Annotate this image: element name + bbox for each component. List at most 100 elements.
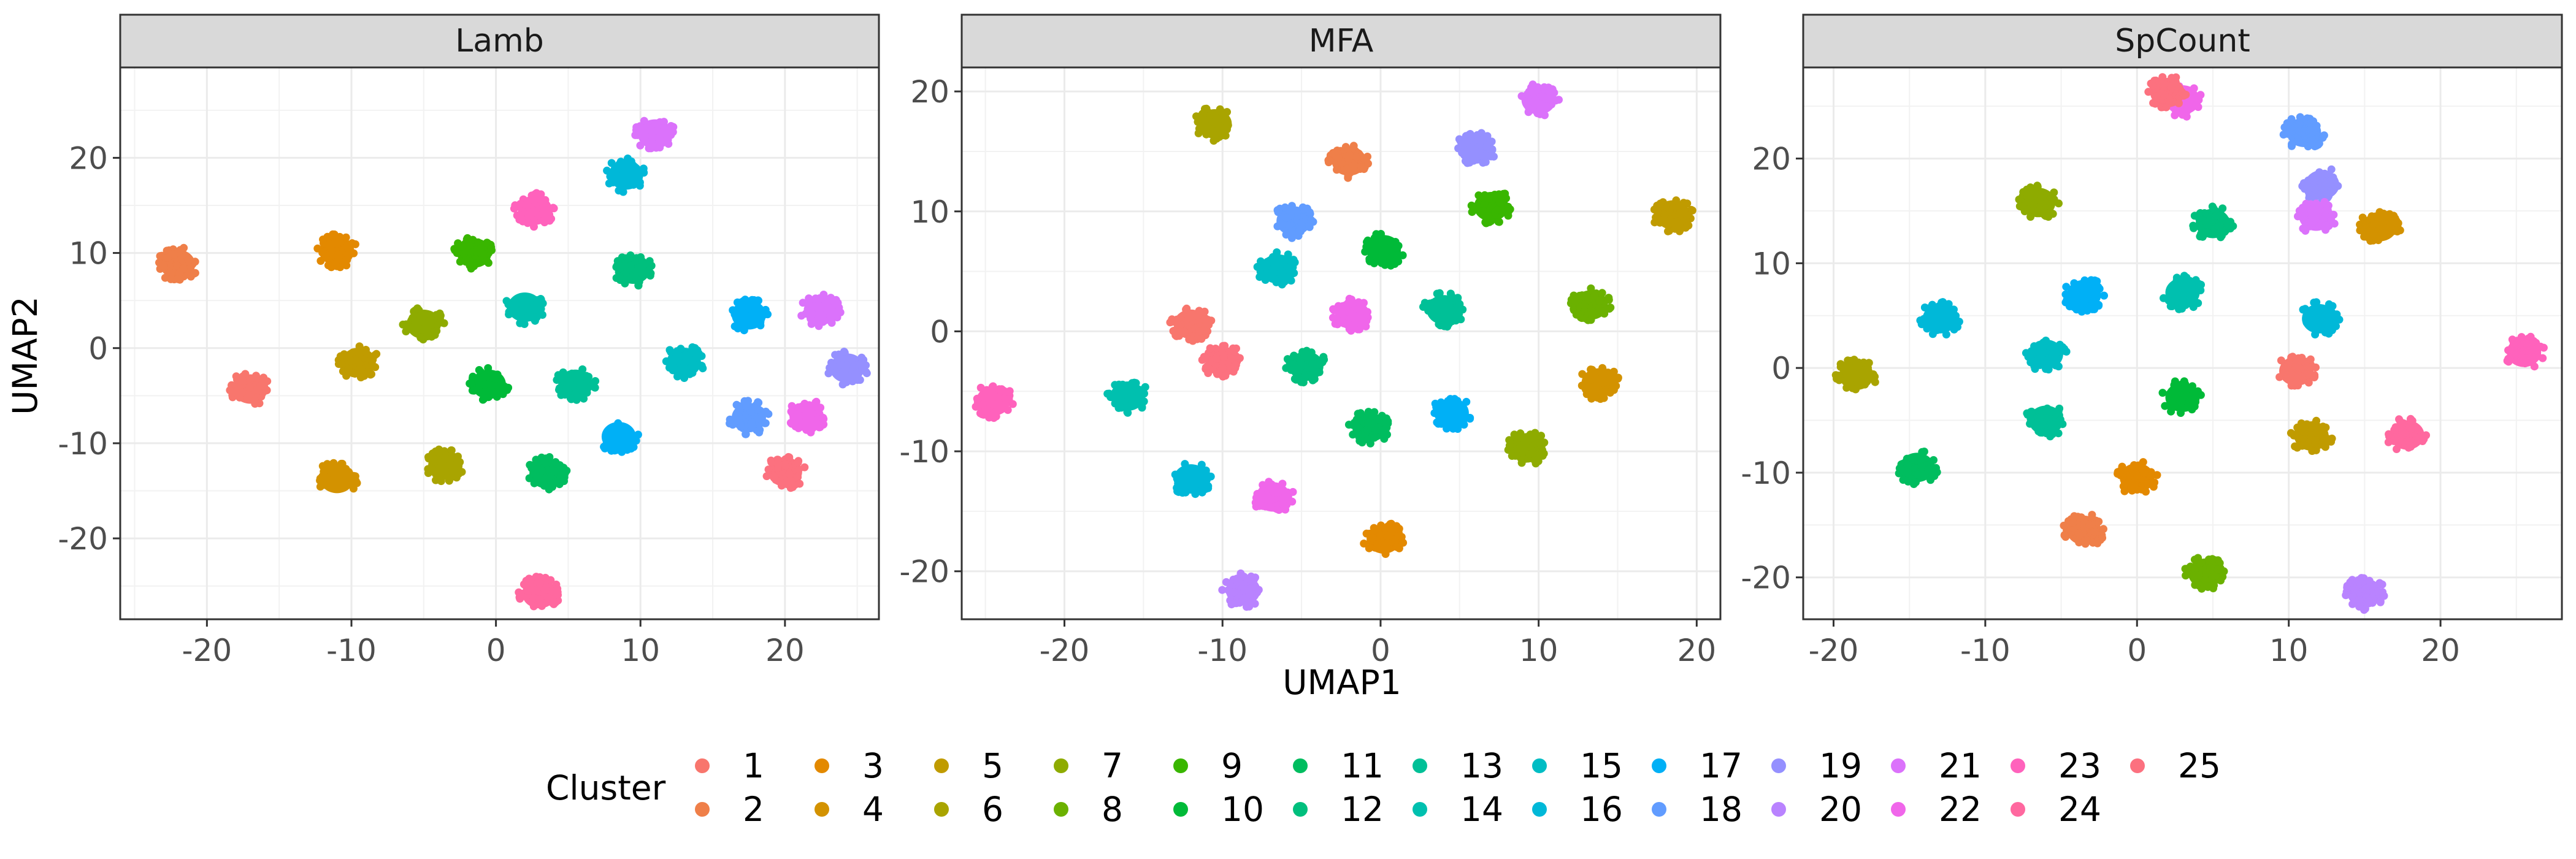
point (2308, 447, 2317, 455)
point (329, 470, 338, 479)
point (1530, 97, 1539, 105)
point (2218, 231, 2226, 240)
point (2169, 388, 2177, 397)
legend-item-20: 20 (1771, 790, 1862, 829)
point (1282, 213, 1290, 222)
point (2160, 80, 2168, 88)
point (820, 316, 829, 325)
cluster-14-points (1103, 378, 1149, 417)
point (1276, 484, 1285, 492)
point (2304, 142, 2312, 151)
y-tick-label: -20 (1741, 560, 1791, 596)
point (1344, 172, 1352, 181)
point (174, 275, 182, 283)
point (1284, 250, 1292, 259)
point (1365, 256, 1374, 265)
point (2076, 293, 2084, 302)
point (1259, 481, 1267, 489)
point (1942, 330, 1950, 338)
legend-label: 2 (743, 790, 764, 829)
point (252, 372, 260, 380)
point (2393, 445, 2401, 453)
point (1285, 221, 1293, 230)
point (1232, 361, 1240, 369)
legend-item-4: 4 (815, 790, 884, 829)
point (578, 365, 587, 373)
point (2539, 343, 2548, 352)
point (1116, 397, 1124, 405)
point (1482, 219, 1491, 227)
point (477, 244, 485, 253)
point (2161, 402, 2169, 410)
point (545, 210, 554, 219)
point (753, 405, 761, 414)
point (1852, 385, 1860, 394)
point (1218, 131, 1227, 140)
point (1600, 394, 1608, 402)
point (529, 602, 538, 611)
point (2310, 372, 2319, 381)
point (2116, 468, 2125, 477)
point (1219, 342, 1227, 350)
point (630, 162, 638, 170)
point (2294, 357, 2302, 365)
point (1282, 231, 1290, 239)
point (862, 369, 871, 378)
point (2030, 348, 2038, 357)
point (342, 261, 351, 270)
legend-label: 1 (743, 746, 764, 785)
legend-key (1891, 802, 1906, 817)
point (2041, 428, 2049, 436)
point (316, 257, 325, 265)
point (848, 355, 856, 364)
point (2198, 584, 2206, 593)
point (1377, 521, 1386, 530)
point (540, 203, 548, 212)
point (2330, 220, 2339, 228)
point (2189, 389, 2198, 397)
point (543, 593, 552, 601)
cluster-16-points (2299, 298, 2344, 338)
point (1578, 370, 1587, 378)
point (2406, 414, 2415, 423)
point (781, 462, 790, 470)
point (816, 294, 824, 302)
point (1294, 365, 1302, 373)
point (1587, 307, 1596, 315)
cluster-19-points (1454, 129, 1498, 167)
point (2196, 91, 2205, 99)
cluster-18-points (726, 397, 773, 438)
point (622, 276, 631, 284)
legend-key (1652, 802, 1666, 817)
legend-label: 5 (982, 746, 1003, 785)
point (1432, 310, 1440, 319)
point (2047, 408, 2055, 416)
x-tick-label: -20 (1809, 633, 1859, 668)
point (2149, 483, 2158, 491)
point (1918, 448, 1926, 456)
point (1470, 156, 1478, 165)
x-tick-label: -20 (182, 633, 232, 668)
point (2132, 470, 2141, 478)
point (691, 344, 699, 353)
point (773, 456, 782, 464)
point (371, 363, 380, 372)
point (1307, 216, 1316, 224)
strip-label: MFA (1309, 23, 1374, 59)
legend-item-22: 22 (1891, 790, 1982, 829)
point (2301, 185, 2309, 193)
point (2095, 302, 2103, 310)
point (2085, 521, 2094, 529)
point (535, 579, 544, 587)
point (2212, 212, 2221, 220)
point (191, 258, 199, 266)
point (792, 411, 801, 419)
point (524, 586, 532, 595)
point (730, 322, 739, 330)
point (787, 407, 795, 416)
point (1535, 439, 1543, 448)
point (2074, 529, 2083, 538)
point (1609, 367, 1618, 376)
point (173, 261, 181, 270)
point (1276, 221, 1284, 230)
